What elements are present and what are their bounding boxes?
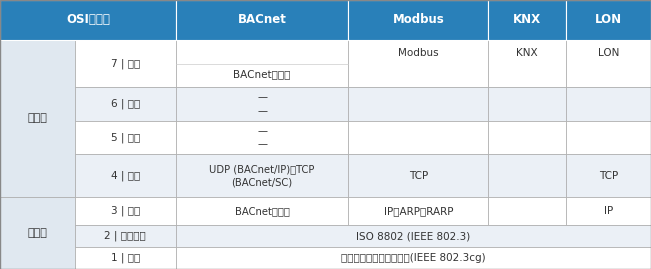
- Bar: [488, 154, 566, 197]
- Bar: [176, 121, 348, 154]
- Bar: [488, 0, 566, 40]
- Bar: [176, 225, 651, 247]
- Text: 3 | 网络: 3 | 网络: [111, 206, 140, 216]
- Text: Modbus: Modbus: [393, 13, 444, 26]
- Bar: [566, 121, 651, 154]
- Text: 6 | 展示: 6 | 展示: [111, 99, 140, 109]
- Bar: [348, 154, 488, 197]
- Bar: [566, 0, 651, 40]
- Text: BACnet应用层: BACnet应用层: [233, 69, 291, 79]
- Text: —
—: — —: [257, 126, 267, 149]
- Text: KNX: KNX: [516, 48, 538, 58]
- Bar: [566, 154, 651, 197]
- Text: ISO 8802 (IEEE 802.3): ISO 8802 (IEEE 802.3): [356, 231, 471, 241]
- Bar: [75, 197, 176, 225]
- Bar: [348, 121, 488, 154]
- Bar: [348, 40, 488, 87]
- Text: IP、ARP、RARP: IP、ARP、RARP: [383, 206, 453, 216]
- Text: KNX: KNX: [513, 13, 542, 26]
- Text: 5 | 会话: 5 | 会话: [111, 132, 140, 143]
- Bar: [75, 154, 176, 197]
- Text: LON: LON: [598, 48, 619, 58]
- Text: LON: LON: [595, 13, 622, 26]
- Text: 屏蔽或非屏蔽单条双给线(IEEE 802.3cg): 屏蔽或非屏蔽单条双给线(IEEE 802.3cg): [341, 253, 486, 263]
- Text: BACnet网络层: BACnet网络层: [234, 206, 290, 216]
- Bar: [75, 225, 176, 247]
- Text: —
—: — —: [257, 93, 267, 116]
- Bar: [75, 87, 176, 121]
- Bar: [488, 197, 566, 225]
- Bar: [0, 40, 75, 197]
- Text: 2 | 数据链路: 2 | 数据链路: [104, 231, 146, 241]
- Bar: [75, 247, 176, 269]
- Bar: [75, 121, 176, 154]
- Text: 主机层: 主机层: [27, 113, 48, 123]
- Bar: [0, 0, 176, 40]
- Bar: [348, 197, 488, 225]
- Bar: [176, 247, 651, 269]
- Bar: [176, 0, 348, 40]
- Text: OSI模型层: OSI模型层: [66, 13, 110, 26]
- Bar: [566, 87, 651, 121]
- Bar: [348, 0, 488, 40]
- Text: TCP: TCP: [409, 171, 428, 181]
- Text: IP: IP: [604, 206, 613, 216]
- Bar: [176, 154, 348, 197]
- Bar: [488, 87, 566, 121]
- Text: 介质层: 介质层: [27, 228, 48, 238]
- Text: 4 | 传输: 4 | 传输: [111, 170, 140, 181]
- Bar: [176, 40, 348, 87]
- Text: TCP: TCP: [599, 171, 618, 181]
- Bar: [488, 121, 566, 154]
- Text: 7 | 应用: 7 | 应用: [111, 58, 140, 69]
- Bar: [566, 197, 651, 225]
- Bar: [176, 87, 348, 121]
- Text: UDP (BACnet/IP)、TCP
(BACnet/SC): UDP (BACnet/IP)、TCP (BACnet/SC): [210, 164, 314, 187]
- Text: BACnet: BACnet: [238, 13, 286, 26]
- Bar: [176, 197, 348, 225]
- Bar: [566, 40, 651, 87]
- Text: 1 | 物理: 1 | 物理: [111, 253, 140, 263]
- Bar: [488, 40, 566, 87]
- Bar: [0, 197, 75, 269]
- Bar: [348, 87, 488, 121]
- Bar: [75, 40, 176, 87]
- Text: Modbus: Modbus: [398, 48, 439, 58]
